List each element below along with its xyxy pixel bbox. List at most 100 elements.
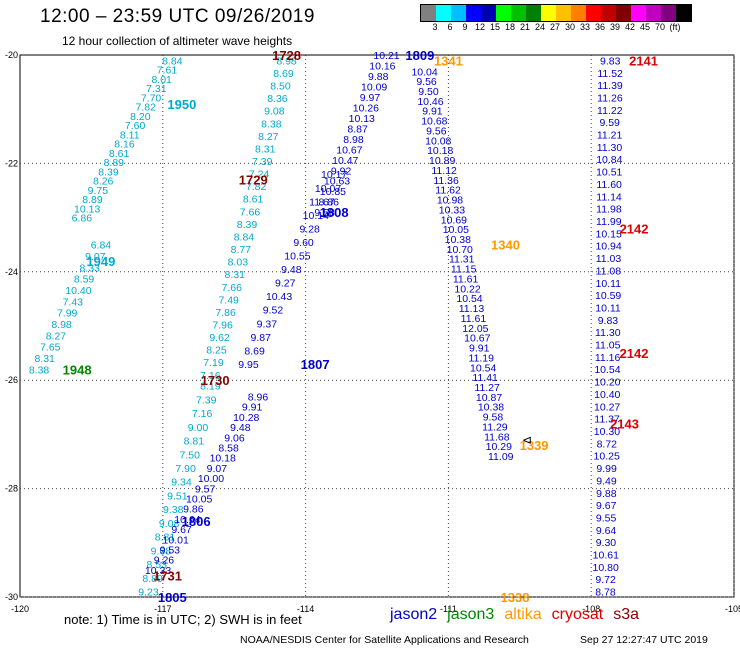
swh-value: 8.26	[93, 176, 114, 188]
swh-value: 10.01	[163, 534, 189, 546]
swh-value: 8.58	[218, 442, 239, 454]
scale-label: 18	[504, 22, 516, 32]
swh-value: 10.22	[454, 283, 480, 295]
swh-value: 11.19	[468, 352, 494, 364]
swh-value: 10.94	[595, 241, 621, 253]
lon-tick-label: -105	[725, 604, 740, 614]
swh-value: 10.15	[596, 228, 622, 240]
scale-swatch	[631, 5, 646, 21]
swh-value: 8.03	[228, 257, 249, 269]
swh-value: 8.53	[147, 559, 168, 571]
pass-time-label: 2142	[620, 346, 649, 361]
swh-value: 8.87	[347, 123, 368, 135]
pass-time-label: 2143	[610, 417, 639, 432]
swh-value: 10.98	[437, 195, 463, 207]
swh-value: 7.96	[212, 319, 233, 331]
swh-value: 9.59	[599, 117, 620, 129]
lon-tick-label: -108	[582, 604, 600, 614]
swh-value: 7.61	[157, 65, 178, 77]
swh-value: 10.64	[174, 514, 200, 526]
swh-value: 10.38	[445, 234, 471, 246]
swh-value: 10.69	[441, 214, 467, 226]
swh-value: 8.11	[120, 129, 140, 141]
swh-value: 10.05	[186, 493, 212, 505]
swh-value: 8.81	[155, 532, 176, 544]
scale-swatch	[511, 5, 526, 21]
swh-value: 7.70	[141, 92, 162, 104]
swh-value: 8.78	[595, 587, 616, 599]
swh-value: 9.88	[596, 488, 617, 500]
lat-tick-label: -28	[5, 484, 18, 494]
swh-value: 9.99	[596, 463, 617, 475]
swh-value: 8.36	[267, 93, 288, 105]
swh-value: 9.86	[183, 504, 204, 516]
scale-label: 24	[534, 22, 546, 32]
swh-value: 10.47	[332, 155, 358, 167]
swh-value: 8.27	[258, 131, 279, 143]
swh-value: 11.61	[461, 313, 487, 325]
lat-tick-label: -24	[5, 267, 18, 277]
scale-label: 42	[624, 22, 636, 32]
scale-swatch	[421, 5, 436, 21]
axis-labels: -120 -117 -114 -111 -108 -105 -20 -22 -24 -26 -28 -…	[5, 50, 740, 614]
swh-value: 9.58	[314, 207, 335, 219]
swh-value: 10.11	[595, 302, 621, 314]
scale-label: 39	[609, 22, 621, 32]
swh-value: 10.27	[594, 401, 620, 413]
legend-jason2: jason2	[390, 606, 438, 623]
swh-value: 10.18	[210, 453, 236, 465]
scale-swatch	[481, 5, 496, 21]
scale-label: (ft)	[669, 22, 681, 32]
swh-value: 7.16	[200, 370, 221, 382]
swh-value: 7.66	[222, 282, 243, 294]
swh-value: 11.30	[597, 142, 623, 154]
swh-value: 7.49	[218, 294, 239, 306]
swh-value: 9.95	[238, 359, 259, 371]
swh-value: 12.05	[462, 323, 488, 335]
swh-value: 10.89	[429, 155, 455, 167]
swh-value: 7.19	[203, 357, 224, 369]
lat-tick-label: -26	[5, 375, 18, 385]
swh-value: 8.77	[231, 244, 252, 256]
swh-value: 11.05	[595, 340, 621, 352]
swh-value: 9.83	[598, 315, 619, 327]
lon-tick-label: -117	[154, 604, 171, 614]
swh-value: 10.07	[315, 183, 341, 195]
scale-swatch	[646, 5, 661, 21]
swh-value: 9.67	[596, 500, 617, 512]
swh-value: 9.60	[293, 237, 314, 249]
lon-tick-label: -114	[297, 604, 314, 614]
scale-label: 30	[564, 22, 576, 32]
scale-swatch	[601, 5, 616, 21]
lat-tick-label: -20	[5, 50, 18, 60]
location-marker-icon: ⊲	[522, 433, 532, 447]
swh-value: 11.68	[484, 431, 510, 443]
lat-tick-label: -22	[5, 158, 18, 168]
swh-value: 11.98	[596, 204, 622, 216]
swh-value: 9.38	[163, 504, 184, 516]
lat-tick-label: -30	[5, 592, 18, 602]
swh-value: 10.61	[593, 550, 619, 562]
scale-swatch	[436, 5, 451, 21]
swh-value: 7.39	[252, 156, 273, 168]
swh-value: 6.84	[91, 240, 112, 252]
swh-value: 10.40	[65, 285, 91, 297]
swh-value: 10.25	[594, 451, 620, 463]
pass-time-label: 1341	[434, 53, 463, 68]
swh-value: 8.84	[162, 55, 183, 67]
swh-value: 8.27	[46, 330, 67, 342]
swh-value: 11.39	[597, 80, 623, 92]
swh-value: 11.27	[474, 382, 500, 394]
swh-value: 11.21	[597, 130, 623, 142]
swh-value: 9.49	[596, 475, 617, 487]
legend-s3a: s3a	[613, 606, 640, 623]
swh-value: 10.87	[476, 392, 502, 404]
swh-value: 9.34	[171, 477, 192, 489]
swh-value: 11.31	[449, 254, 475, 266]
legend-cryosat: cryosat	[551, 606, 604, 623]
swh-value: 7.39	[196, 394, 217, 406]
swh-value: 9.07	[207, 463, 228, 475]
swh-value: 9.92	[331, 165, 352, 177]
swh-value: 7.65	[40, 342, 61, 354]
scale-swatch	[661, 5, 676, 21]
